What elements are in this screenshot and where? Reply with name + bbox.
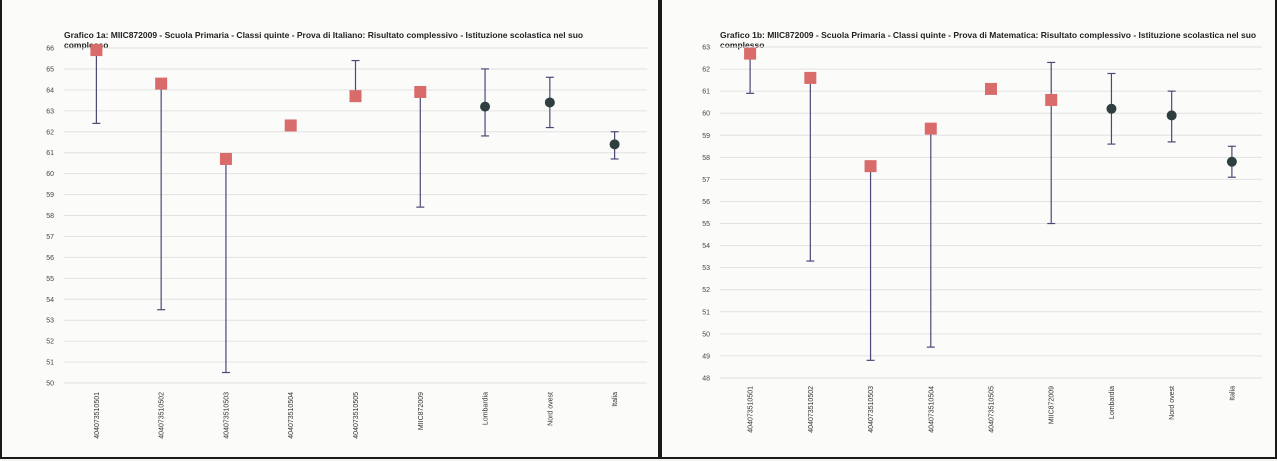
y-tick-label: 58 xyxy=(46,213,54,220)
data-point-class xyxy=(90,44,103,57)
x-tick-label: 404073510505 xyxy=(989,386,996,433)
chart-panel-matematica: Grafico 1b: MIIC872009 - Scuola Primaria… xyxy=(660,0,1277,459)
data-point-class xyxy=(349,90,362,103)
data-point-reference xyxy=(1226,156,1237,167)
x-tick-label: Lombardia xyxy=(1109,386,1116,419)
y-tick-label: 64 xyxy=(46,87,54,94)
y-tick-label: 61 xyxy=(702,89,710,96)
y-tick-label: 55 xyxy=(702,221,710,228)
x-tick-label: Italia xyxy=(612,392,619,407)
y-tick-label: 54 xyxy=(702,243,710,250)
y-tick-label: 55 xyxy=(46,276,54,283)
y-tick-label: 48 xyxy=(702,376,710,383)
y-tick-label: 52 xyxy=(46,339,54,346)
y-tick-label: 65 xyxy=(46,66,54,73)
data-point-class xyxy=(219,152,232,165)
x-tick-label: 404073510502 xyxy=(808,386,815,433)
data-point-reference xyxy=(544,97,555,108)
x-tick-label: MIIC872009 xyxy=(418,392,425,430)
x-tick-label: 404073510504 xyxy=(288,392,295,439)
x-tick-label: 404073510503 xyxy=(223,392,230,439)
y-tick-label: 51 xyxy=(702,309,710,316)
x-tick-label: 404073510501 xyxy=(94,392,101,439)
y-tick-label: 62 xyxy=(46,129,54,136)
x-tick-label: MIIC872009 xyxy=(1049,386,1056,424)
data-point-class xyxy=(284,119,297,132)
data-point-class xyxy=(985,82,997,95)
y-tick-label: 60 xyxy=(46,171,54,178)
data-point-class xyxy=(924,122,937,135)
y-tick-label: 62 xyxy=(702,67,710,74)
x-tick-label: Lombardia xyxy=(483,392,490,425)
data-point-reference xyxy=(609,139,620,150)
y-tick-label: 58 xyxy=(702,155,710,162)
chart-italiano: 50 51 52 53 54 55 56 57 58 59 60 61 62 63 64 65 66 404073… xyxy=(46,44,647,439)
x-tick-label: 404073510503 xyxy=(868,386,875,433)
y-tick-label: 56 xyxy=(702,199,710,206)
chart-matematica: 48 49 50 51 52 53 54 55 56 57 58 59 60 61 62 63 40407351… xyxy=(702,45,1262,433)
x-tick-label: 404073510502 xyxy=(159,392,166,439)
data-point-reference xyxy=(1106,103,1117,114)
data-point-class xyxy=(155,77,168,90)
y-tick-label: 54 xyxy=(46,297,54,304)
y-tick-label: 57 xyxy=(702,177,710,184)
y-tick-label: 59 xyxy=(702,133,710,140)
data-point-class xyxy=(864,160,877,173)
x-tick-label: Nord ovest xyxy=(547,392,554,426)
data-point-class xyxy=(804,71,817,84)
y-tick-label: 63 xyxy=(46,108,54,115)
chart-panel-italiano: Grafico 1a: MIIC872009 - Scuola Primaria… xyxy=(0,0,660,459)
y-tick-label: 66 xyxy=(46,46,54,53)
y-tick-label: 49 xyxy=(702,353,710,360)
y-tick-label: 60 xyxy=(702,111,710,118)
data-point-class xyxy=(414,85,427,98)
y-tick-label: 56 xyxy=(46,255,54,262)
data-point-reference xyxy=(480,101,491,112)
y-tick-label: 51 xyxy=(46,360,54,367)
chart-title-matematica: Grafico 1b: MIIC872009 - Scuola Primaria… xyxy=(720,30,1257,50)
x-tick-label: 404073510505 xyxy=(353,392,360,439)
y-tick-label: 52 xyxy=(702,287,710,294)
y-tick-label: 63 xyxy=(702,45,710,52)
y-tick-label: 50 xyxy=(46,381,54,388)
x-tick-label: Nord ovest xyxy=(1169,386,1176,420)
data-point-class xyxy=(1045,93,1058,106)
x-tick-label: Italia xyxy=(1229,386,1236,401)
y-tick-label: 53 xyxy=(702,265,710,272)
x-tick-label: 404073510501 xyxy=(748,386,755,433)
y-tick-label: 59 xyxy=(46,192,54,199)
y-tick-label: 50 xyxy=(702,331,710,338)
data-point-reference xyxy=(1166,110,1177,121)
x-tick-label: 404073510504 xyxy=(928,386,935,433)
chart-title-italiano: Grafico 1a: MIIC872009 - Scuola Primaria… xyxy=(64,30,584,50)
y-tick-label: 57 xyxy=(46,234,54,241)
y-tick-label: 53 xyxy=(46,318,54,325)
y-tick-label: 61 xyxy=(46,150,54,157)
data-point-class xyxy=(744,47,757,60)
